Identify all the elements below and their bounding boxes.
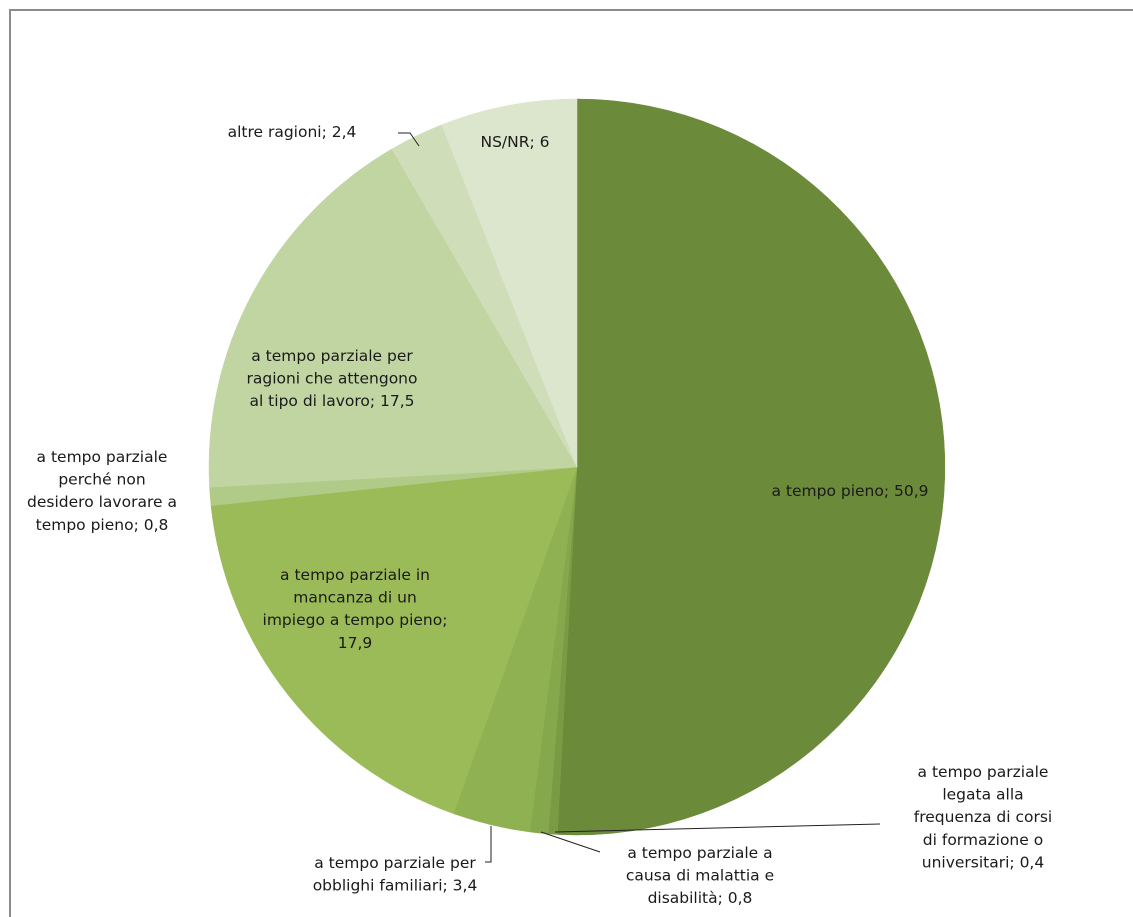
slice-label-line: obblighi familiari; 3,4 [313,877,478,895]
slice-label-line: mancanza di un [293,589,417,607]
leader-line-4 [485,826,492,863]
slice-label-3: a tempo parziale a causa di malattia e dis… [626,844,774,907]
slice-label-1: a tempo pieno; 50,9 [771,482,928,500]
slice-label-line: a tempo parziale per [251,347,413,365]
slice-label-line: a tempo parziale in [280,566,430,584]
leader-lines [398,132,881,863]
slice-label-5: a tempo parziale in mancanza di un impiego… [263,566,448,652]
pie-slice-5 [210,466,578,814]
slice-label-6: a tempo parziale perché non desidero lavor… [27,448,177,534]
slice-label-line: altre ragioni; 2,4 [228,123,357,141]
slice-label-line: al tipo di lavoro; 17,5 [249,392,414,410]
slice-label-4: a tempo parziale per obblighi familiari; … [313,854,478,895]
slice-label-line: a tempo pieno; 50,9 [771,482,928,500]
slice-label-9: NS/NR; 6 [480,133,549,151]
pie-slice-9 [441,98,578,468]
leader-line-8 [398,132,420,147]
slice-label-line: di formazione o [923,831,1043,849]
slice-label-line: a tempo parziale [918,763,1049,781]
slice-label-line: a tempo parziale per [314,854,476,872]
pie-slices [208,98,946,836]
leader-line-3 [540,831,601,853]
slice-label-line: desidero lavorare a [27,493,177,511]
pie-slice-7 [208,148,578,488]
slice-label-line: a tempo parziale a [627,844,772,862]
slice-label-line: frequenza di corsi [914,808,1052,826]
slice-label-line: disabilità; 0,8 [648,889,753,907]
slice-label-line: 17,9 [338,634,373,652]
slice-label-line: causa di malattia e [626,867,774,885]
slice-label-line: NS/NR; 6 [480,133,549,151]
slice-label-line: universitari; 0,4 [922,853,1044,871]
chart-frame [9,9,1133,917]
leader-line-2 [554,823,881,833]
slice-label-line: a tempo parziale [37,448,168,466]
slice-label-line: tempo pieno; 0,8 [36,516,169,534]
slice-label-line: legata alla [942,786,1023,804]
slice-label-line: impiego a tempo pieno; [263,611,448,629]
data-labels: a tempo pieno; 50,9 a tempo parziale legat… [27,123,1052,907]
slice-label-7: a tempo parziale per ragioni che attengon… [246,347,417,410]
slice-label-line: perché non [58,471,145,489]
slice-label-8: altre ragioni; 2,4 [228,123,357,141]
slice-label-line: ragioni che attengono [246,370,417,388]
pie-slice-1 [557,98,946,836]
slice-label-2: a tempo parziale legata alla frequenza di … [914,763,1052,871]
